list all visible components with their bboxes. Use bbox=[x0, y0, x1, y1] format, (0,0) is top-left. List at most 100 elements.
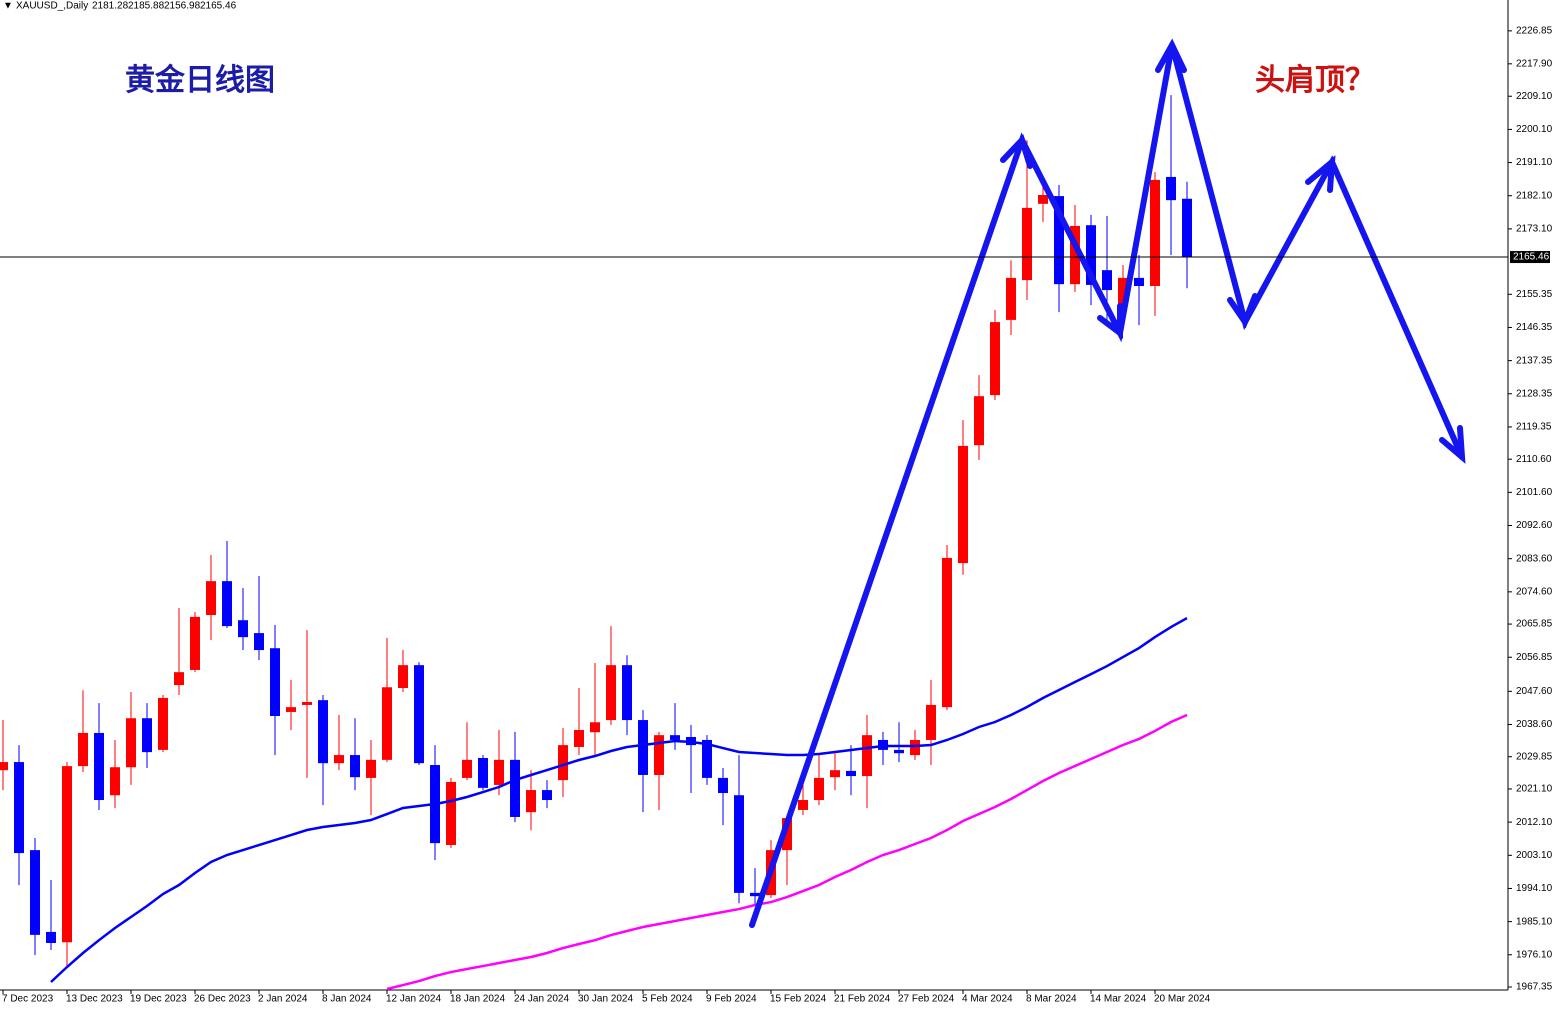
candle-body bbox=[910, 739, 920, 756]
x-tick-label: 8 Jan 2024 bbox=[322, 994, 372, 1005]
candle-body bbox=[398, 665, 408, 689]
y-tick-label: 2074.60 bbox=[1516, 586, 1553, 597]
candle-body bbox=[1086, 225, 1096, 285]
moving-average-line bbox=[50, 616, 1188, 983]
candle-body bbox=[814, 777, 824, 801]
x-tick-label: 14 Mar 2024 bbox=[1090, 994, 1147, 1005]
arrow-head bbox=[1097, 303, 1123, 339]
candle-body bbox=[30, 850, 40, 935]
x-tick-label: 7 Dec 2023 bbox=[2, 994, 54, 1005]
y-tick-label: 2029.85 bbox=[1516, 751, 1553, 762]
y-tick-label: 2056.85 bbox=[1516, 652, 1553, 663]
candle-body bbox=[414, 665, 424, 764]
x-tick-label: 2 Jan 2024 bbox=[258, 994, 308, 1005]
x-tick-label: 21 Feb 2024 bbox=[834, 994, 891, 1005]
arrow-head bbox=[1305, 155, 1336, 193]
candle-body bbox=[750, 892, 760, 897]
candle-body bbox=[734, 795, 744, 893]
y-tick-label: 2173.10 bbox=[1516, 224, 1553, 235]
candle-body bbox=[782, 818, 792, 851]
candle-body bbox=[46, 931, 56, 943]
candle-body bbox=[590, 722, 600, 733]
x-tick-label: 5 Feb 2024 bbox=[642, 994, 693, 1005]
price-label-box bbox=[1510, 251, 1550, 264]
candle-body bbox=[702, 739, 712, 778]
arrow-head bbox=[1000, 134, 1033, 169]
y-tick-label: 2182.10 bbox=[1516, 190, 1553, 201]
candle-body bbox=[974, 396, 984, 446]
x-tick-label: 20 Mar 2024 bbox=[1154, 994, 1211, 1005]
candle-body bbox=[1006, 277, 1016, 320]
y-tick-label: 2137.35 bbox=[1516, 355, 1553, 366]
candle-body bbox=[798, 800, 808, 810]
x-tick-label: 12 Jan 2024 bbox=[386, 994, 441, 1005]
y-tick-label: 2128.35 bbox=[1516, 388, 1553, 399]
y-tick-label: 2155.35 bbox=[1516, 289, 1553, 300]
arrow-head bbox=[1155, 38, 1187, 73]
candle-body bbox=[1038, 194, 1048, 204]
candle-body bbox=[830, 770, 840, 778]
y-tick-label: 2110.60 bbox=[1516, 454, 1552, 465]
candle-body bbox=[862, 735, 872, 777]
y-tick-label: 2003.10 bbox=[1516, 850, 1553, 861]
y-tick-label: 2021.10 bbox=[1516, 784, 1553, 795]
candle-body bbox=[478, 758, 488, 788]
candle-body bbox=[558, 745, 568, 781]
candle-body bbox=[622, 665, 632, 721]
x-tick-label: 19 Dec 2023 bbox=[130, 994, 187, 1005]
candle-body bbox=[158, 697, 168, 750]
header-high: 2185.88 bbox=[128, 1, 165, 12]
candle-body bbox=[366, 759, 376, 778]
y-tick-label: 2146.35 bbox=[1516, 322, 1553, 333]
candle-body bbox=[462, 759, 472, 778]
candle-body bbox=[350, 755, 360, 778]
candle-body bbox=[894, 749, 904, 754]
y-tick-label: 2101.60 bbox=[1516, 487, 1553, 498]
x-tick-label: 13 Dec 2023 bbox=[66, 994, 123, 1005]
candle-body bbox=[1150, 179, 1160, 287]
candle-body bbox=[206, 581, 216, 616]
candle-body bbox=[302, 702, 312, 705]
y-tick-label: 2119.35 bbox=[1516, 422, 1552, 433]
candle-body bbox=[222, 581, 232, 627]
x-tick-label: 8 Mar 2024 bbox=[1026, 994, 1077, 1005]
y-tick-label: 2092.60 bbox=[1516, 520, 1553, 531]
candle-body bbox=[574, 730, 584, 747]
x-tick-label: 4 Mar 2024 bbox=[962, 994, 1013, 1005]
header-low: 2156.98 bbox=[164, 1, 201, 12]
candle-body bbox=[190, 616, 200, 670]
y-tick-label: 1994.10 bbox=[1516, 883, 1553, 894]
candle-body bbox=[1022, 207, 1032, 281]
candle-body bbox=[670, 735, 680, 740]
candle-body bbox=[1134, 277, 1144, 287]
y-tick-label: 2012.10 bbox=[1516, 817, 1553, 828]
candle-body bbox=[1054, 196, 1064, 285]
chart-title: 黄金日线图 bbox=[125, 63, 275, 98]
candle-body bbox=[1070, 225, 1080, 285]
candle-body bbox=[62, 766, 72, 943]
candle-body bbox=[446, 781, 456, 845]
candle-body bbox=[270, 648, 280, 717]
x-tick-label: 15 Feb 2024 bbox=[770, 994, 827, 1005]
x-tick-label: 30 Jan 2024 bbox=[578, 994, 633, 1005]
symbol: XAUUSD_,Daily bbox=[16, 1, 88, 12]
price-label: 2165.46 bbox=[1513, 252, 1550, 263]
candle-body bbox=[526, 790, 536, 813]
x-tick-label: 24 Jan 2024 bbox=[514, 994, 569, 1005]
candle-body bbox=[286, 707, 296, 712]
axes bbox=[0, 0, 1509, 991]
candle-body bbox=[142, 718, 152, 753]
candle-body bbox=[958, 445, 968, 564]
candle-body bbox=[78, 732, 88, 767]
drawn-arrows bbox=[749, 38, 1466, 928]
y-tick-label: 2047.60 bbox=[1516, 686, 1553, 697]
candle-body bbox=[942, 557, 952, 708]
candle-body bbox=[0, 762, 8, 771]
candle-body bbox=[110, 767, 120, 796]
arrow-path bbox=[749, 44, 1465, 928]
candle-body bbox=[654, 735, 664, 775]
y-tick-label: 2065.85 bbox=[1516, 619, 1553, 630]
candle-body bbox=[1102, 270, 1112, 291]
arrow-head bbox=[1227, 293, 1258, 329]
